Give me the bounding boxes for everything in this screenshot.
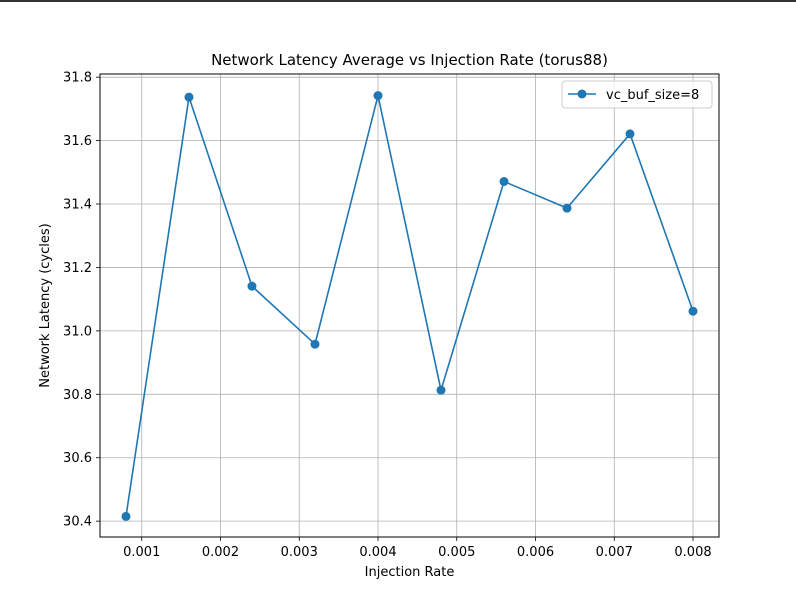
data-point (688, 306, 698, 316)
y-tick-label: 31.6 (63, 134, 92, 149)
x-tick-label: 0.007 (596, 545, 633, 560)
y-tick-label: 30.4 (63, 515, 92, 530)
data-point (310, 339, 320, 349)
legend: vc_buf_size=8 (561, 80, 713, 109)
y-tick-label: 30.8 (63, 388, 92, 403)
legend-label: vc_buf_size=8 (606, 88, 699, 103)
y-tick-label: 31.0 (63, 324, 92, 339)
series-layer (121, 91, 698, 521)
x-tick-label: 0.008 (674, 545, 711, 560)
series-line (125, 94, 694, 517)
legend-marker-swatch (577, 89, 587, 99)
x-tick-label: 0.002 (202, 545, 239, 560)
legend-box (561, 80, 713, 109)
axis-ticks: 0.001 0.002 0.003 0.004 0.005 0.006 0.007 0.008… (63, 71, 712, 560)
plot-area-frame (99, 73, 720, 538)
x-tick-label: 0.004 (359, 545, 396, 560)
x-tick-label: 0.005 (438, 545, 475, 560)
x-axis-label: Injection Rate (365, 565, 455, 580)
data-point (562, 203, 572, 213)
data-point (625, 129, 635, 139)
data-point (499, 177, 509, 187)
y-axis-label: Network Latency (cycles) (38, 223, 53, 387)
data-point (247, 281, 257, 291)
data-point (436, 385, 446, 395)
y-tick-label: 31.4 (63, 198, 92, 213)
x-tick-label: 0.006 (517, 545, 554, 560)
chart-title: Network Latency Average vs Injection Rat… (211, 51, 608, 69)
top-border (0, 0, 796, 2)
data-point (373, 91, 383, 101)
grid (100, 74, 719, 537)
x-tick-label: 0.001 (123, 545, 160, 560)
y-tick-label: 31.8 (63, 71, 92, 86)
data-point (184, 92, 194, 102)
x-tick-label: 0.003 (281, 545, 318, 560)
y-tick-label: 31.2 (63, 261, 92, 276)
data-point (121, 511, 131, 521)
y-tick-label: 30.6 (63, 451, 92, 466)
